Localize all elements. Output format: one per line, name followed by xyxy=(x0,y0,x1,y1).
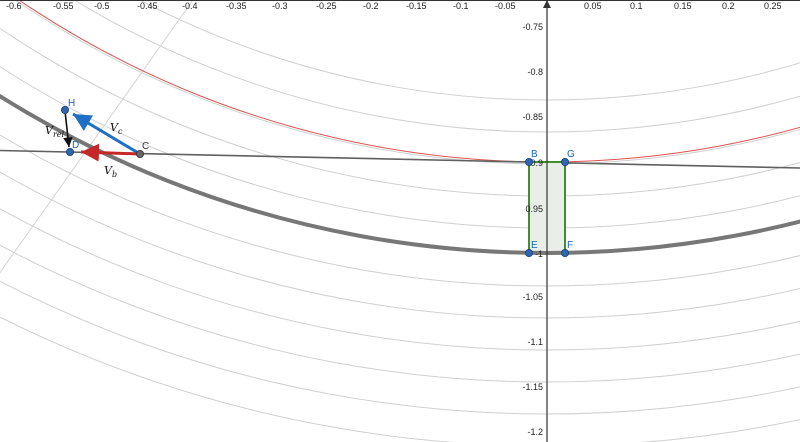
point-label-h: H xyxy=(68,98,75,109)
x-tick-label: -0.35 xyxy=(226,1,247,11)
vector-vrel[interactable] xyxy=(63,110,73,148)
label-vb: Vb xyxy=(104,164,117,179)
x-tick-label: -0.1 xyxy=(453,1,469,11)
x-tick-label: -0.5 xyxy=(94,1,110,11)
point-e[interactable] xyxy=(525,248,534,257)
x-tick-label: -0.2 xyxy=(363,1,379,11)
x-tick-label: -0.3 xyxy=(272,1,288,11)
y-tick-label: -1.05 xyxy=(522,292,543,302)
x-tick-label: -0.15 xyxy=(406,1,427,11)
grid-circle xyxy=(138,0,800,101)
y-tick-label: -0.85 xyxy=(522,112,543,122)
point-h[interactable] xyxy=(61,106,70,115)
x-tick-label: 0.1 xyxy=(630,1,643,11)
grid-circle xyxy=(0,244,800,383)
x-tick-label: -0.6 xyxy=(6,1,22,11)
y-tick-label: 0.9 xyxy=(530,158,543,168)
x-tick-label: 0.05 xyxy=(584,1,602,11)
y-tick-label: -1.1 xyxy=(527,337,543,347)
point-label-b: B xyxy=(531,149,538,160)
point-f[interactable] xyxy=(561,248,570,257)
point-label-e: E xyxy=(531,240,538,251)
y-axis-arrowhead xyxy=(543,0,551,8)
grid-circle xyxy=(73,0,800,133)
point-label-c: C xyxy=(142,141,149,152)
x-tick-label: -0.4 xyxy=(182,1,198,11)
y-tick-labels: -0.75 -0.8 -0.85 0.9 0.95 -1 -1.05 -1.1 … xyxy=(522,22,543,437)
y-tick-label: 0.95 xyxy=(525,204,543,214)
x-tick-label: -0.05 xyxy=(495,1,516,11)
point-label-f: F xyxy=(567,240,573,251)
grid-circle xyxy=(0,207,800,351)
x-tick-label: 0.25 xyxy=(764,1,782,11)
point-g[interactable] xyxy=(561,157,570,166)
label-vrel: Vrel xyxy=(45,124,65,139)
red-circle xyxy=(18,0,800,163)
grid-circle xyxy=(0,65,800,229)
label-vc: Vc xyxy=(110,121,123,136)
point-label-d: D xyxy=(72,140,79,151)
x-tick-labels: -0.6 -0.55 -0.5 -0.45 -0.4 -0.35 -0.3 -0… xyxy=(6,1,782,11)
vector-vc[interactable] xyxy=(72,112,141,156)
x-tick-label: 0.15 xyxy=(674,1,692,11)
point-c[interactable] xyxy=(135,149,144,158)
y-tick-label: -0.8 xyxy=(527,67,543,77)
point-b[interactable] xyxy=(525,157,534,166)
x-tick-label: 0.2 xyxy=(722,1,735,11)
y-tick-label: -0.75 xyxy=(522,22,543,32)
radial-line xyxy=(0,0,194,274)
points xyxy=(61,106,570,257)
y-tick-label: -1.15 xyxy=(522,382,543,392)
vector-vb[interactable] xyxy=(80,143,141,162)
grid-circle xyxy=(0,27,800,197)
radial-lines xyxy=(0,0,194,274)
x-tick-label: -0.25 xyxy=(316,1,337,11)
point-label-g: G xyxy=(567,149,575,160)
y-tick-label: -1.2 xyxy=(527,427,543,437)
point-d[interactable] xyxy=(66,147,75,156)
grid-circle xyxy=(14,0,800,165)
x-tick-label: -0.55 xyxy=(53,1,74,11)
y-tick-label: -1 xyxy=(535,249,543,259)
x-tick-label: -0.45 xyxy=(137,1,158,11)
